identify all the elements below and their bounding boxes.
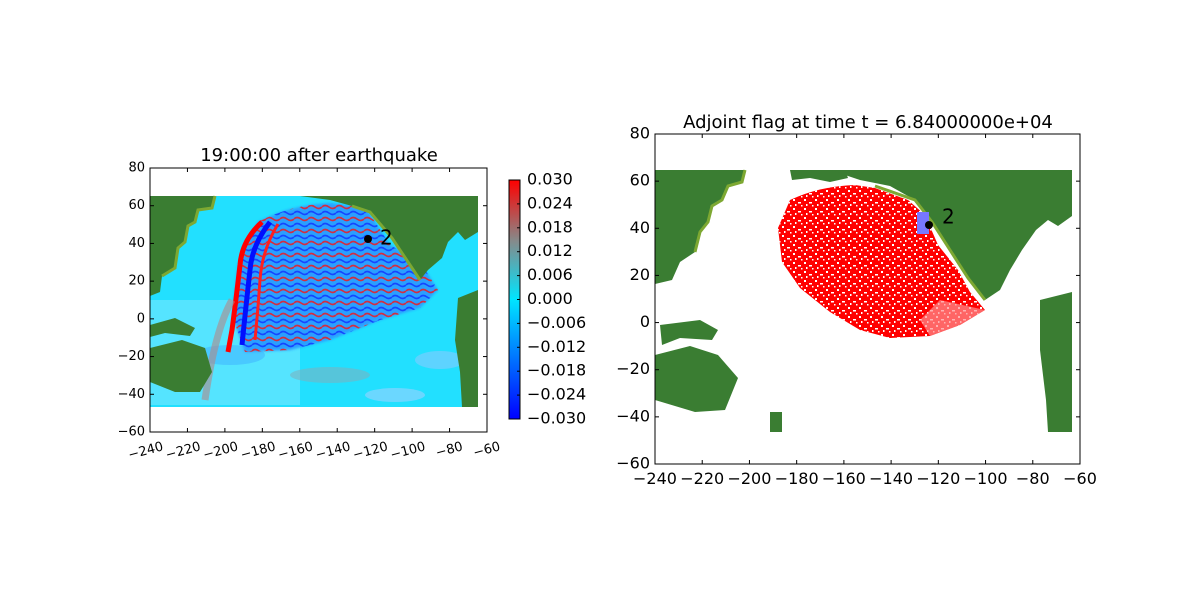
left-coastline-na: [351, 204, 422, 281]
colorbar-ticks: 0.030 0.024 0.018 0.012 0.006 0.000 −0.006 −0.0…: [517, 170, 586, 428]
y-tick-label: 0: [137, 311, 145, 326]
left-south-america-land: [455, 290, 478, 407]
y-tick-label: 20: [630, 265, 650, 284]
y-tick-label: 80: [128, 161, 145, 176]
y-tick-label: 60: [630, 171, 650, 190]
left-wave-front-blue: [239, 220, 272, 346]
x-tick-label: −240: [127, 439, 165, 463]
right-nz-land: [770, 412, 782, 432]
colorbar-tick-label: 0.000: [527, 289, 573, 308]
x-tick-label: −220: [164, 439, 202, 463]
y-tick-label: 20: [128, 274, 145, 289]
left-coastline-asia: [161, 195, 217, 278]
right-ticks: −240 −220 −200 −180 −160 −140 −120 −100 −80 −60−6…: [616, 124, 1097, 489]
left-gauge-label: 2: [380, 226, 393, 250]
right-gauge-marker: [925, 221, 933, 229]
x-tick-label: −180: [775, 469, 819, 488]
x-tick-label: −180: [239, 439, 277, 463]
y-tick-label: 40: [630, 218, 650, 237]
right-north-america-land: [830, 170, 1072, 300]
y-tick-label: −40: [118, 387, 145, 402]
colorbar-tick-label: 0.030: [527, 170, 573, 189]
right-axes-frame: [654, 133, 1081, 465]
y-tick-label: −60: [118, 425, 145, 440]
x-tick-label: −140: [869, 469, 913, 488]
left-gray-trail: [201, 298, 236, 401]
right-landmass: [655, 169, 1072, 432]
x-tick-label: −160: [822, 469, 866, 488]
x-tick-label: −100: [389, 439, 427, 463]
colorbar-tick-label: 0.006: [527, 265, 573, 284]
left-wavefield: [201, 203, 438, 401]
left-title: 19:00:00 after earthquake: [200, 145, 438, 166]
x-tick-label: −240: [633, 469, 677, 488]
x-tick-label: −80: [1016, 469, 1050, 488]
right-plot-area: [655, 134, 1080, 464]
right-gauge-label: 2: [942, 205, 955, 229]
colorbar-tick-label: −0.018: [527, 361, 586, 380]
right-coastline-na: [874, 184, 987, 301]
right-indonesia-land: [660, 320, 718, 345]
y-tick-label: 80: [630, 124, 650, 143]
x-tick-label: −60: [1063, 469, 1097, 488]
colorbar-tick-label: −0.030: [527, 409, 586, 428]
left-landmass: [150, 195, 478, 407]
colorbar-tick-label: −0.012: [527, 337, 586, 356]
left-axes-frame: [149, 167, 488, 433]
left-north-america-land: [300, 196, 478, 280]
left-gauge-marker: [364, 235, 372, 243]
right-gauge-region: [917, 212, 929, 234]
right-flag-edge-pink: [920, 300, 985, 336]
left-wave-front-red-2: [253, 223, 280, 341]
x-tick-label: −100: [964, 469, 1008, 488]
y-tick-label: −40: [616, 406, 650, 425]
right-title: Adjoint flag at time t = 6.84000000e+04: [683, 112, 1053, 133]
colorbar-tick-label: −0.006: [527, 313, 586, 332]
colorbar-tick-label: 0.012: [527, 241, 573, 260]
left-asia-land: [150, 196, 215, 296]
x-tick-label: −80: [434, 439, 464, 461]
right-coastline-asia: [693, 169, 747, 253]
left-wave-texture: [232, 203, 438, 352]
left-indonesia-land: [150, 318, 195, 337]
right-flag-speckle: [778, 185, 985, 338]
x-tick-label: −120: [351, 439, 389, 463]
x-tick-label: −120: [916, 469, 960, 488]
colorbar-tick-label: 0.018: [527, 217, 573, 236]
x-tick-label: −140: [314, 439, 352, 463]
left-australia-land: [150, 340, 212, 392]
y-tick-label: 60: [128, 198, 145, 213]
right-aleutian-land: [790, 170, 848, 182]
right-australia-land: [655, 346, 738, 412]
left-plot-area: [150, 168, 487, 432]
x-tick-label: −220: [680, 469, 724, 488]
colorbar-tick-label: −0.024: [527, 385, 586, 404]
x-tick-label: −200: [727, 469, 771, 488]
y-tick-label: 0: [640, 312, 650, 331]
left-panel: 19:00:00 after earthquake: [118, 145, 587, 463]
y-tick-label: 40: [128, 236, 145, 251]
x-tick-label: −60: [472, 439, 502, 461]
x-tick-label: −200: [202, 439, 240, 463]
y-tick-label: −60: [616, 454, 650, 473]
left-island-greenland: [425, 196, 453, 214]
y-tick-label: −20: [616, 359, 650, 378]
right-island-greenland: [1000, 170, 1038, 192]
right-south-america-land: [1040, 292, 1072, 432]
colorbar-tick-label: 0.024: [527, 193, 573, 212]
left-wave-front-red: [225, 220, 264, 353]
right-panel: Adjoint flag at time t = 6.84000000e+04: [616, 112, 1097, 488]
y-tick-label: −20: [118, 349, 145, 364]
x-tick-label: −160: [276, 439, 314, 463]
